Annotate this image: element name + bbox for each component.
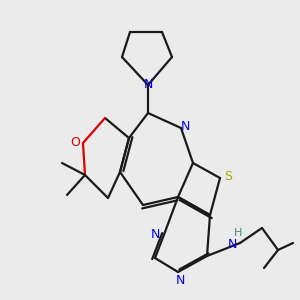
Text: N: N (175, 274, 185, 286)
Text: N: N (180, 119, 190, 133)
Text: N: N (150, 227, 160, 241)
Text: H: H (234, 228, 242, 238)
Text: N: N (227, 238, 237, 251)
Text: S: S (224, 169, 232, 182)
Text: N: N (143, 79, 153, 92)
Text: O: O (70, 136, 80, 149)
